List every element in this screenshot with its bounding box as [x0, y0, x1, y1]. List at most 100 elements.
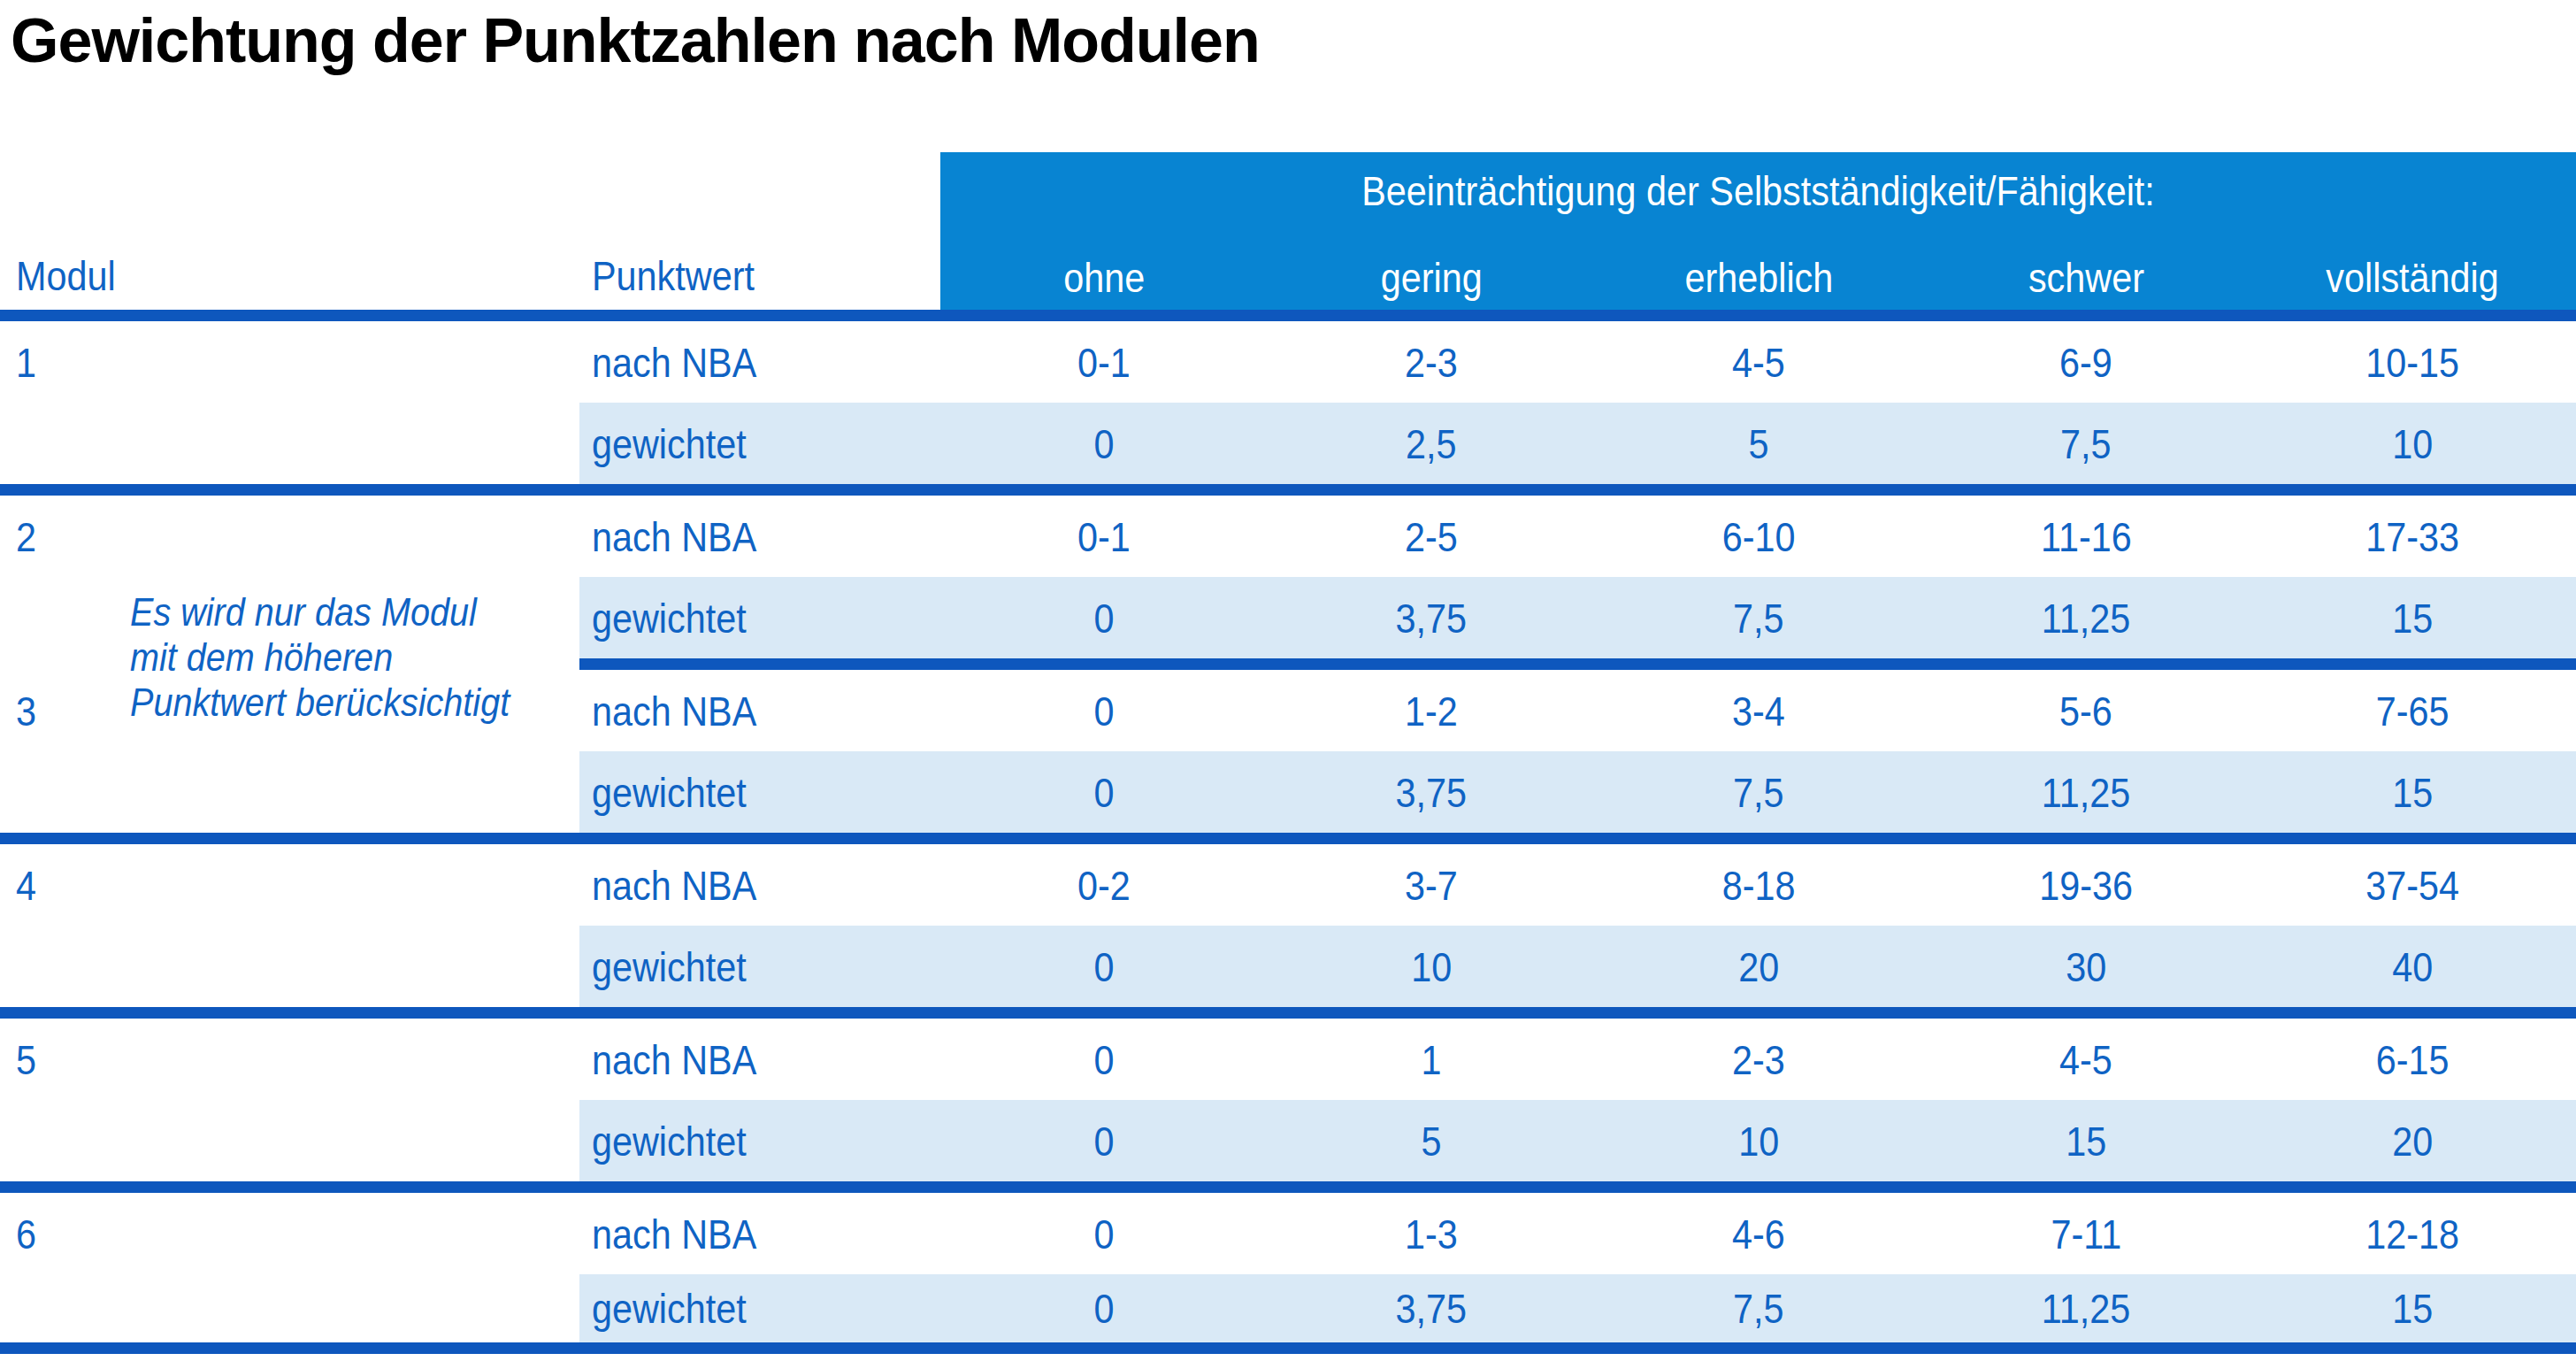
value-gering: 10	[1268, 942, 1595, 991]
value-ohne: 0-2	[940, 861, 1268, 910]
value-schwer: 7,5	[1922, 419, 2250, 468]
module-1-weighted-row: gewichtet 0 2,5 5 7,5 10	[0, 403, 2576, 484]
row-label-nba: nach NBA	[579, 338, 940, 387]
value-erheblich: 3-4	[1595, 687, 1922, 735]
column-header-gering: gering	[1268, 253, 1595, 302]
module-1-nba-row: 1 nach NBA 0-1 2-3 4-5 6-9 10-15	[0, 321, 2576, 403]
value-gering: 2-5	[1268, 512, 1595, 561]
module-number: 1	[0, 338, 579, 387]
value-vollstaendig: 10-15	[2250, 338, 2576, 387]
column-header-erheblich: erheblich	[1595, 253, 1922, 302]
module-number: 2	[0, 512, 579, 561]
value-gering: 2,5	[1268, 419, 1595, 468]
value-erheblich: 8-18	[1595, 861, 1922, 910]
row-label-weighted: gewichtet	[579, 1117, 940, 1165]
value-schwer: 11,25	[1922, 1284, 2250, 1333]
value-schwer: 11-16	[1922, 512, 2250, 561]
value-ohne: 0	[940, 1210, 1268, 1258]
value-vollstaendig: 17-33	[2250, 512, 2576, 561]
value-schwer: 4-5	[1922, 1035, 2250, 1084]
row-label-weighted: gewichtet	[579, 768, 940, 817]
row-label-nba: nach NBA	[579, 687, 940, 735]
module-6-nba-row: 6 nach NBA 0 1-3 4-6 7-11 12-18	[0, 1193, 2576, 1274]
module-number: 6	[0, 1210, 579, 1258]
value-erheblich: 4-6	[1595, 1210, 1922, 1258]
module-5-weighted-row: gewichtet 0 5 10 15 20	[0, 1100, 2576, 1181]
header-rule	[0, 310, 2576, 321]
row-label-nba: nach NBA	[579, 512, 940, 561]
column-header-schwer: schwer	[1922, 253, 2250, 302]
value-gering: 3,75	[1268, 1284, 1595, 1333]
column-header-modul: Modul	[16, 251, 129, 300]
value-ohne: 0	[940, 1035, 1268, 1084]
value-erheblich: 5	[1595, 419, 1922, 468]
severity-column-headers: ohne gering erheblich schwer vollständig	[940, 251, 2576, 303]
value-ohne: 0	[940, 687, 1268, 735]
module-separator-rule	[0, 1181, 2576, 1193]
value-schwer: 15	[1922, 1117, 2250, 1165]
value-erheblich: 20	[1595, 942, 1922, 991]
value-gering: 1	[1268, 1035, 1595, 1084]
module-3-nba-row: 3 nach NBA 0 1-2 3-4 5-6 7-65	[0, 670, 2576, 751]
value-gering: 1-3	[1268, 1210, 1595, 1258]
value-schwer: 30	[1922, 942, 2250, 991]
row-label-weighted: gewichtet	[579, 594, 940, 642]
value-vollstaendig: 6-15	[2250, 1035, 2576, 1084]
value-vollstaendig: 15	[2250, 768, 2576, 817]
column-header-ohne: ohne	[940, 253, 1268, 302]
column-header-punktwert: Punktwert	[592, 251, 777, 300]
row-label-weighted: gewichtet	[579, 419, 940, 468]
value-schwer: 11,25	[1922, 768, 2250, 817]
row-label-weighted: gewichtet	[579, 1284, 940, 1333]
value-schwer: 6-9	[1922, 338, 2250, 387]
module-number: 3	[0, 687, 579, 735]
row-label-weighted: gewichtet	[579, 942, 940, 991]
module-2-nba-row: 2 nach NBA 0-1 2-5 6-10 11-16 17-33	[0, 496, 2576, 577]
value-erheblich: 7,5	[1595, 1284, 1922, 1333]
row-label-nba: nach NBA	[579, 861, 940, 910]
module-number: 5	[0, 1035, 579, 1084]
value-erheblich: 7,5	[1595, 768, 1922, 817]
value-ohne: 0-1	[940, 338, 1268, 387]
row-label-nba: nach NBA	[579, 1035, 940, 1084]
table-bottom-rule	[0, 1342, 2576, 1354]
value-erheblich: 6-10	[1595, 512, 1922, 561]
value-erheblich: 10	[1595, 1117, 1922, 1165]
value-vollstaendig: 15	[2250, 594, 2576, 642]
weighting-table-page: Gewichtung der Punktzahlen nach Modulen …	[0, 0, 2576, 1361]
column-header-vollstaendig: vollständig	[2250, 253, 2576, 302]
page-title: Gewichtung der Punktzahlen nach Modulen	[11, 5, 1260, 76]
module-separator-rule-partial	[579, 658, 2576, 670]
value-erheblich: 7,5	[1595, 594, 1922, 642]
module-separator-rule	[0, 484, 2576, 496]
module-4-nba-row: 4 nach NBA 0-2 3-7 8-18 19-36 37-54	[0, 844, 2576, 926]
value-gering: 3-7	[1268, 861, 1595, 910]
value-erheblich: 2-3	[1595, 1035, 1922, 1084]
note-line: Es wird nur das Modul	[130, 589, 562, 634]
value-vollstaendig: 7-65	[2250, 687, 2576, 735]
value-vollstaendig: 10	[2250, 419, 2576, 468]
value-schwer: 5-6	[1922, 687, 2250, 735]
value-gering: 1-2	[1268, 687, 1595, 735]
value-gering: 3,75	[1268, 594, 1595, 642]
module-number: 4	[0, 861, 579, 910]
value-ohne: 0	[940, 1117, 1268, 1165]
value-vollstaendig: 15	[2250, 1284, 2576, 1333]
row-label-nba: nach NBA	[579, 1210, 940, 1258]
value-schwer: 19-36	[1922, 861, 2250, 910]
value-erheblich: 4-5	[1595, 338, 1922, 387]
module-separator-rule	[0, 1007, 2576, 1019]
module-separator-rule	[0, 833, 2576, 844]
impairment-band-title: Beeinträchtigung der Selbstständigkeit/F…	[940, 166, 2576, 215]
value-ohne: 0	[940, 1284, 1268, 1333]
value-ohne: 0	[940, 768, 1268, 817]
value-vollstaendig: 12-18	[2250, 1210, 2576, 1258]
value-gering: 3,75	[1268, 768, 1595, 817]
value-ohne: 0	[940, 942, 1268, 991]
module-3-weighted-row: gewichtet 0 3,75 7,5 11,25 15	[0, 751, 2576, 833]
module-6-weighted-row: gewichtet 0 3,75 7,5 11,25 15	[0, 1274, 2576, 1342]
impairment-header-band: Beeinträchtigung der Selbstständigkeit/F…	[940, 152, 2576, 310]
value-vollstaendig: 40	[2250, 942, 2576, 991]
value-ohne: 0-1	[940, 512, 1268, 561]
value-schwer: 7-11	[1922, 1210, 2250, 1258]
